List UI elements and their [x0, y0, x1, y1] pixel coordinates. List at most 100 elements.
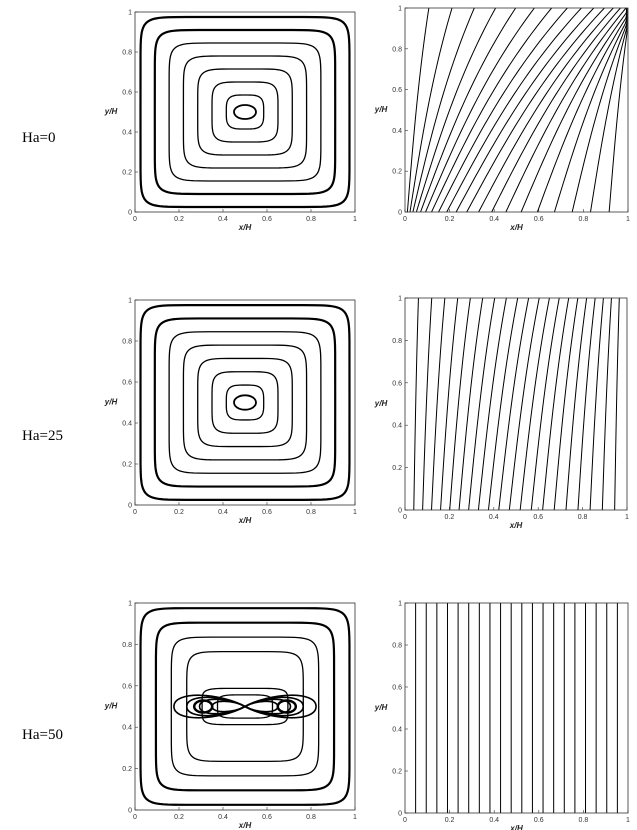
- x-tick-label: 1: [353, 814, 357, 821]
- y-axis-label: y/H: [104, 107, 118, 116]
- isotherm-line: [491, 7, 621, 213]
- streamline: [225, 94, 265, 130]
- y-tick-label: 0.4: [392, 727, 402, 734]
- streamline: [216, 694, 274, 719]
- isotherm-line: [577, 297, 596, 511]
- x-tick-label: 0.8: [579, 216, 589, 223]
- y-tick-label: 0.8: [122, 339, 132, 346]
- x-tick-label: 0.6: [533, 514, 543, 521]
- y-tick-label: 0.6: [392, 685, 402, 692]
- isotherm-line: [542, 297, 570, 511]
- isotherm-panel-1: 0 0.2 0.4 0.6 0.8 1 0 0.2 0.4 0.6 0.8 1 x/H y/H: [374, 296, 629, 531]
- isotherm-line: [409, 7, 453, 213]
- isotherm-line: [571, 8, 628, 213]
- y-tick-label: 0.2: [392, 465, 402, 472]
- y-tick-label: 0.6: [392, 87, 402, 94]
- isotherm-line: [425, 7, 535, 213]
- isotherm-line: [431, 297, 446, 511]
- x-tick-label: 0.4: [489, 514, 499, 521]
- x-tick-label: 0.4: [218, 509, 228, 516]
- streamline: [197, 357, 293, 448]
- y-tick-label: 1: [128, 10, 132, 17]
- isotherm-line: [458, 297, 484, 511]
- x-tick-label: 0.4: [218, 814, 228, 821]
- x-axis-label: x/H: [509, 521, 523, 530]
- y-tick-label: 1: [398, 296, 402, 303]
- isotherm-line: [608, 8, 628, 213]
- x-tick-label: 0.2: [445, 817, 455, 824]
- y-axis-label: y/H: [374, 399, 388, 408]
- x-tick-label: 0.8: [306, 814, 316, 821]
- isotherm-line: [505, 7, 627, 213]
- x-tick-label: 0.4: [489, 817, 499, 824]
- y-tick-label: 0.6: [122, 380, 132, 387]
- isotherm-line: [553, 8, 628, 213]
- streamline: [211, 700, 279, 713]
- y-tick-label: 0.8: [392, 338, 402, 345]
- panel-frame: [134, 299, 356, 506]
- x-tick-label: 0: [133, 216, 137, 223]
- x-tick-label: 0.2: [445, 514, 455, 521]
- streamline: [139, 607, 351, 806]
- y-tick-label: 1: [398, 6, 402, 13]
- isotherm-line: [468, 297, 496, 511]
- row-label-0: Ha=0: [22, 130, 56, 146]
- x-tick-label: 0: [403, 216, 407, 223]
- isotherm-line: [413, 297, 419, 511]
- x-axis-label: x/H: [509, 223, 523, 232]
- y-tick-label: 0.8: [392, 46, 402, 53]
- streamline: [168, 42, 322, 182]
- panel-frame: [404, 7, 629, 213]
- x-tick-label: 0.8: [306, 509, 316, 516]
- streamline: [225, 384, 265, 421]
- y-tick-label: 0: [128, 210, 132, 217]
- isotherm-line: [498, 297, 530, 511]
- isotherm-line: [589, 8, 628, 213]
- x-tick-label: 0.2: [445, 216, 455, 223]
- x-tick-label: 1: [353, 509, 357, 516]
- y-tick-label: 0.4: [122, 130, 132, 137]
- y-tick-label: 0.6: [122, 683, 132, 690]
- streamline-panel-0: 0 0.2 0.4 0.6 0.8 1 0 0.2 0.4 0.6 0.8 1 x/H y/H: [104, 10, 357, 233]
- streamline: [211, 371, 279, 434]
- panel-frame: [404, 602, 629, 814]
- isotherm-line: [487, 297, 519, 511]
- x-tick-label: 0.6: [262, 509, 272, 516]
- x-axis-label: x/H: [509, 824, 523, 830]
- x-tick-label: 0.6: [262, 814, 272, 821]
- y-tick-label: 0.8: [122, 50, 132, 57]
- isotherm-line: [589, 297, 604, 511]
- x-tick-label: 0.2: [174, 509, 184, 516]
- row-label-1: Ha=25: [22, 428, 63, 444]
- x-axis-label: x/H: [238, 516, 252, 525]
- x-tick-label: 0.6: [534, 817, 544, 824]
- isotherm-line: [422, 297, 433, 511]
- x-tick-label: 0.8: [579, 817, 589, 824]
- x-axis-label: x/H: [238, 821, 252, 830]
- isotherm-line: [478, 7, 614, 213]
- isotherm-line: [508, 297, 540, 511]
- streamline: [201, 687, 289, 726]
- x-tick-label: 0.4: [489, 216, 499, 223]
- x-tick-label: 1: [626, 817, 630, 824]
- streamline-panel-2: 0 0.2 0.4 0.6 0.8 1 0 0.2 0.4 0.6 0.8 1 x/H y/H: [104, 601, 357, 830]
- y-tick-label: 0: [398, 811, 402, 818]
- isotherm-line: [601, 297, 612, 511]
- panel-frame: [134, 11, 356, 213]
- y-tick-label: 0: [128, 503, 132, 510]
- x-tick-label: 0.2: [174, 216, 184, 223]
- streamline-panel-1: 0 0.2 0.4 0.6 0.8 1 0 0.2 0.4 0.6 0.8 1 x/H y/H: [104, 298, 357, 526]
- row-label-2: Ha=50: [22, 727, 63, 743]
- y-tick-label: 0.2: [392, 769, 402, 776]
- isotherm-line: [440, 297, 459, 511]
- isotherm-line: [455, 7, 595, 213]
- y-axis-label: y/H: [374, 105, 388, 114]
- isotherm-line: [520, 7, 628, 213]
- y-tick-label: 0.2: [122, 170, 132, 177]
- x-tick-label: 0: [403, 514, 407, 521]
- isotherm-line: [449, 297, 471, 511]
- isotherm-line: [438, 7, 568, 213]
- y-tick-label: 0.4: [122, 725, 132, 732]
- x-axis-label: x/H: [238, 223, 252, 232]
